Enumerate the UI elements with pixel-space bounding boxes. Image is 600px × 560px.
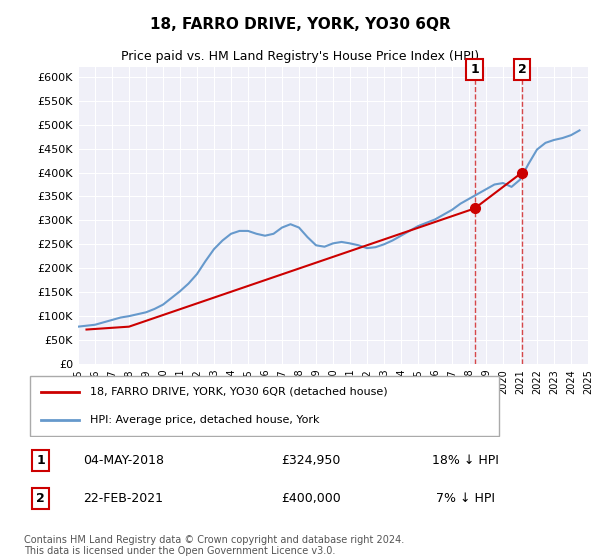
FancyBboxPatch shape — [29, 376, 499, 436]
Text: 04-MAY-2018: 04-MAY-2018 — [83, 454, 164, 467]
Text: 22-FEB-2021: 22-FEB-2021 — [83, 492, 163, 505]
Text: Price paid vs. HM Land Registry's House Price Index (HPI): Price paid vs. HM Land Registry's House … — [121, 50, 479, 63]
Text: 2: 2 — [36, 492, 45, 505]
Text: 2: 2 — [518, 63, 526, 76]
Text: HPI: Average price, detached house, York: HPI: Average price, detached house, York — [90, 414, 320, 424]
Text: £324,950: £324,950 — [281, 454, 341, 467]
Text: 18, FARRO DRIVE, YORK, YO30 6QR (detached house): 18, FARRO DRIVE, YORK, YO30 6QR (detache… — [90, 387, 388, 397]
Text: 7% ↓ HPI: 7% ↓ HPI — [436, 492, 495, 505]
Text: 1: 1 — [470, 63, 479, 76]
Text: 18% ↓ HPI: 18% ↓ HPI — [432, 454, 499, 467]
Text: 18, FARRO DRIVE, YORK, YO30 6QR: 18, FARRO DRIVE, YORK, YO30 6QR — [149, 17, 451, 32]
Text: £400,000: £400,000 — [281, 492, 341, 505]
Text: Contains HM Land Registry data © Crown copyright and database right 2024.
This d: Contains HM Land Registry data © Crown c… — [24, 535, 404, 557]
Text: 1: 1 — [36, 454, 45, 467]
